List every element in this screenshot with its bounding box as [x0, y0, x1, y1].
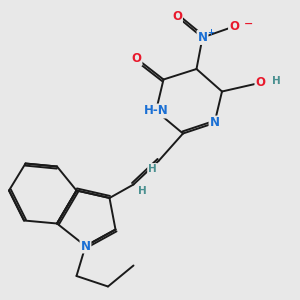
Text: H: H [272, 76, 281, 86]
Text: N: N [209, 116, 220, 130]
Text: O: O [255, 76, 266, 89]
Text: H-N: H-N [144, 104, 168, 118]
Text: O: O [229, 20, 239, 34]
Text: H: H [137, 186, 146, 196]
Text: H: H [148, 164, 157, 174]
Text: N: N [197, 31, 208, 44]
Text: −: − [244, 19, 254, 29]
Text: N: N [80, 239, 91, 253]
Text: +: + [207, 28, 214, 37]
Text: O: O [131, 52, 142, 65]
Text: O: O [172, 10, 182, 23]
